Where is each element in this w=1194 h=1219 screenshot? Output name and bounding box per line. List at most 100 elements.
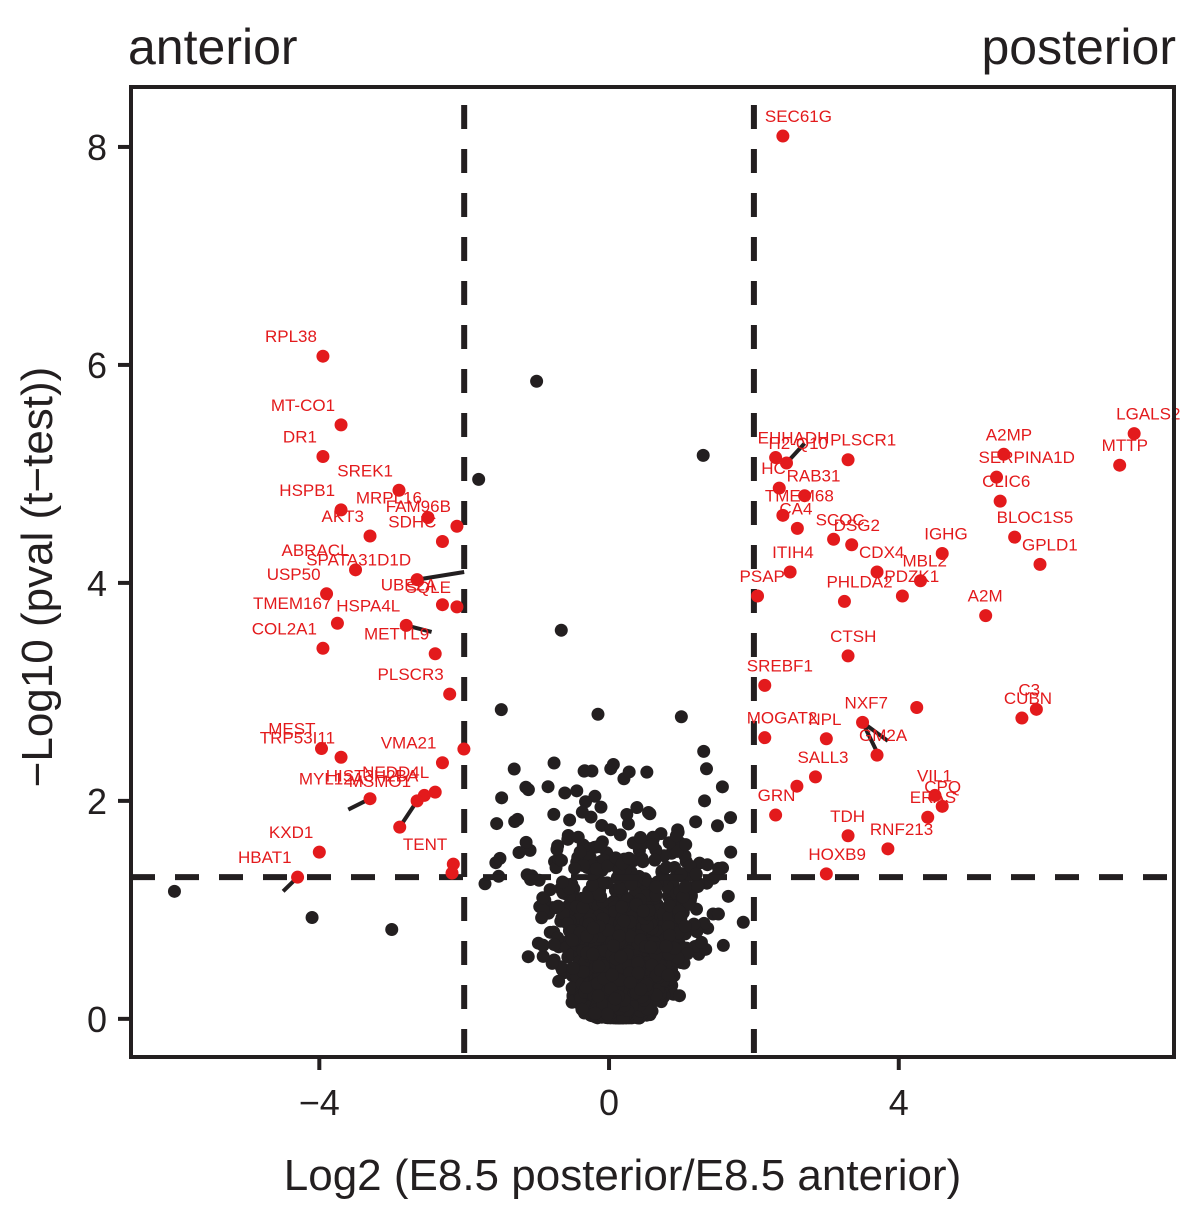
data-point bbox=[576, 965, 590, 979]
data-point bbox=[613, 881, 627, 895]
gene-label: MTTP bbox=[1102, 436, 1148, 455]
data-point bbox=[630, 801, 644, 815]
data-point bbox=[586, 947, 600, 961]
gene-label: MT-CO1 bbox=[271, 396, 335, 415]
labeled-point bbox=[870, 565, 884, 579]
gene-label: FAM96B bbox=[386, 497, 451, 516]
gene-label: RPL38 bbox=[265, 327, 317, 346]
gene-label: VIL1 bbox=[917, 766, 952, 785]
data-point bbox=[711, 907, 725, 921]
data-point bbox=[612, 929, 626, 943]
labeled-point bbox=[928, 788, 942, 802]
data-point bbox=[678, 880, 692, 894]
data-point bbox=[494, 703, 508, 717]
data-point bbox=[678, 919, 692, 933]
gene-label: USP50 bbox=[267, 565, 321, 584]
data-point bbox=[521, 950, 535, 964]
data-point bbox=[622, 765, 636, 779]
gene-label: HOXB9 bbox=[808, 845, 866, 864]
data-point bbox=[600, 1007, 614, 1021]
data-point bbox=[697, 744, 711, 758]
labeled-point bbox=[913, 574, 927, 588]
data-point bbox=[613, 828, 627, 842]
data-point bbox=[696, 448, 710, 462]
labeled-point bbox=[312, 845, 326, 859]
labeled-point bbox=[895, 589, 909, 603]
data-point bbox=[672, 989, 686, 1003]
data-point bbox=[478, 877, 492, 891]
threshold-lines bbox=[131, 105, 1174, 1057]
data-point bbox=[694, 935, 708, 949]
gene-label: MRPL16 bbox=[356, 489, 422, 508]
data-point bbox=[604, 823, 618, 837]
data-point bbox=[580, 890, 594, 904]
gene-label: MSMO1 bbox=[349, 772, 411, 791]
labeled-point bbox=[870, 748, 884, 762]
labeled-point bbox=[993, 494, 1007, 508]
gene-label: BLOC1S5 bbox=[997, 508, 1074, 527]
significant-point bbox=[790, 779, 804, 793]
labeled-point bbox=[435, 756, 449, 770]
plot-frame bbox=[129, 85, 1176, 1059]
data-point bbox=[698, 794, 712, 808]
anterior-label: anterior bbox=[128, 19, 298, 75]
data-point bbox=[579, 795, 593, 809]
data-point bbox=[679, 838, 693, 852]
data-point bbox=[556, 875, 570, 889]
labeled-point bbox=[827, 532, 841, 546]
data-point bbox=[624, 877, 638, 891]
labeled-point bbox=[428, 785, 442, 799]
data-point bbox=[573, 845, 587, 859]
labeled-point bbox=[819, 867, 833, 881]
gene-label: CPQ bbox=[924, 777, 961, 796]
labeled-point bbox=[779, 456, 793, 470]
gene-label: SERPINA1D bbox=[979, 448, 1075, 467]
labeled-point bbox=[316, 641, 330, 655]
labeled-point bbox=[435, 534, 449, 548]
labeled-point bbox=[334, 418, 348, 432]
gene-label: DSG2 bbox=[834, 516, 880, 535]
gene-label: AKT3 bbox=[321, 507, 364, 526]
data-point bbox=[623, 975, 637, 989]
data-point bbox=[721, 889, 735, 903]
gene-label: MBL2 bbox=[902, 552, 946, 571]
gene-label: UBE2A bbox=[381, 576, 437, 595]
gene-label: METTL9 bbox=[364, 625, 429, 644]
gene-label: ERAS bbox=[910, 788, 956, 807]
data-point bbox=[565, 933, 579, 947]
gene-label: HSPA4L bbox=[336, 596, 400, 615]
labeled-point bbox=[776, 508, 790, 522]
significant-point bbox=[910, 701, 924, 715]
labeled-point bbox=[334, 750, 348, 764]
labeled-point bbox=[349, 563, 363, 577]
labeled-point bbox=[410, 573, 424, 587]
data-point bbox=[579, 981, 593, 995]
x-tick-label: 0 bbox=[599, 1082, 619, 1123]
data-point bbox=[167, 884, 181, 898]
gene-label: HSPB1 bbox=[279, 481, 335, 500]
data-point bbox=[614, 950, 628, 964]
labeled-point bbox=[435, 598, 449, 612]
gene-label: ITIH4 bbox=[772, 543, 814, 562]
data-point bbox=[700, 858, 714, 872]
gene-label: PLSCR1 bbox=[830, 431, 896, 450]
y-tick-label: 6 bbox=[87, 345, 107, 386]
labeled-point bbox=[751, 589, 765, 603]
data-point bbox=[724, 811, 738, 825]
data-point bbox=[676, 890, 690, 904]
labeled-point bbox=[935, 546, 949, 560]
data-point bbox=[644, 940, 658, 954]
labeled-point bbox=[1127, 427, 1141, 441]
gene-label: PSAP bbox=[740, 567, 785, 586]
labeled-point bbox=[1015, 711, 1029, 725]
labeled-point bbox=[1033, 557, 1047, 571]
labeled-point bbox=[758, 731, 772, 745]
data-point bbox=[633, 830, 647, 844]
data-point bbox=[507, 762, 521, 776]
data-point bbox=[576, 900, 590, 914]
gene-label: SPATA31D1D bbox=[306, 551, 411, 570]
data-point bbox=[493, 851, 507, 865]
labeled-point bbox=[320, 587, 334, 601]
data-point bbox=[661, 968, 675, 982]
